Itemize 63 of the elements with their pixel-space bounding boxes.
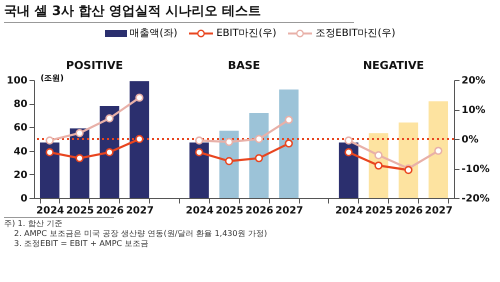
point [135,134,144,144]
x-tick-label: 2025 [365,206,393,216]
point [75,154,84,162]
text: BASE [228,59,260,72]
bar [249,113,269,198]
x-tick-label: 2025 [66,206,94,216]
text: NEGATIVE [362,59,424,72]
y2-tick-label: 20% [462,76,486,86]
legend-label: 조정EBIT마진(우) [315,27,396,40]
text: POSITIVE [66,59,124,72]
point [224,157,234,166]
bar [189,142,209,198]
x-tick-label: 2027 [275,206,304,216]
text: 2. AMPC 보조금은 미국 공장 생산량 연동(원/달러 환율 1,430원 가정) [13,229,268,239]
bar [279,89,299,198]
point [284,139,293,148]
point [195,148,204,156]
x-tick-label: 2026 [96,206,124,216]
x-tick-label: 2024 [36,206,64,216]
point [224,138,234,146]
point [434,146,442,155]
legend-label: 매출액(좌) [130,27,178,40]
y-axis-title: (조원) [40,74,64,82]
bar [40,142,60,198]
bar [428,101,448,198]
point [374,151,383,160]
y-tick-label: 100 [6,76,28,86]
y-tick-label: 60 [14,122,28,134]
point [135,94,144,102]
legend-label: EBIT마진(우) [216,27,276,40]
x-tick-label: 2026 [394,206,423,216]
point [254,154,264,162]
y-tick-label: 40 [14,146,28,158]
y-tick-label: 80 [14,99,28,110]
point [254,134,264,144]
x-tick-label: 2027 [126,206,154,216]
point [284,116,293,124]
point [344,148,353,156]
x-tick-label: 2024 [335,206,364,216]
text: 3. 조정EBIT = EBIT + AMPC 보조금 [13,239,149,249]
y2-tick-label: 10% [462,105,486,116]
text: 주) 1. 합산 기준 [4,219,64,229]
point [344,136,353,145]
point [105,148,114,156]
y2-tick-label: 0% [462,134,478,146]
y-tick-label: 20 [14,170,28,181]
chart-title: 국내 셀 3사 합산 영업실적 시나리오 테스트 [4,2,354,23]
x-tick-label: 2026 [246,206,274,216]
point [374,161,383,170]
point [195,136,204,145]
point [75,129,84,138]
point [46,136,54,145]
y2-tick-label: -10% [462,164,490,175]
y-tick-label: 0 [20,194,28,204]
bar [130,81,150,198]
y2-tick-label: -20% [462,194,490,204]
x-tick-label: 2025 [216,206,244,216]
bar [338,142,358,198]
x-tick-label: 2027 [424,206,453,216]
bar [398,122,418,198]
point [105,114,114,122]
point [46,148,54,156]
x-tick-label: 2024 [186,206,214,216]
